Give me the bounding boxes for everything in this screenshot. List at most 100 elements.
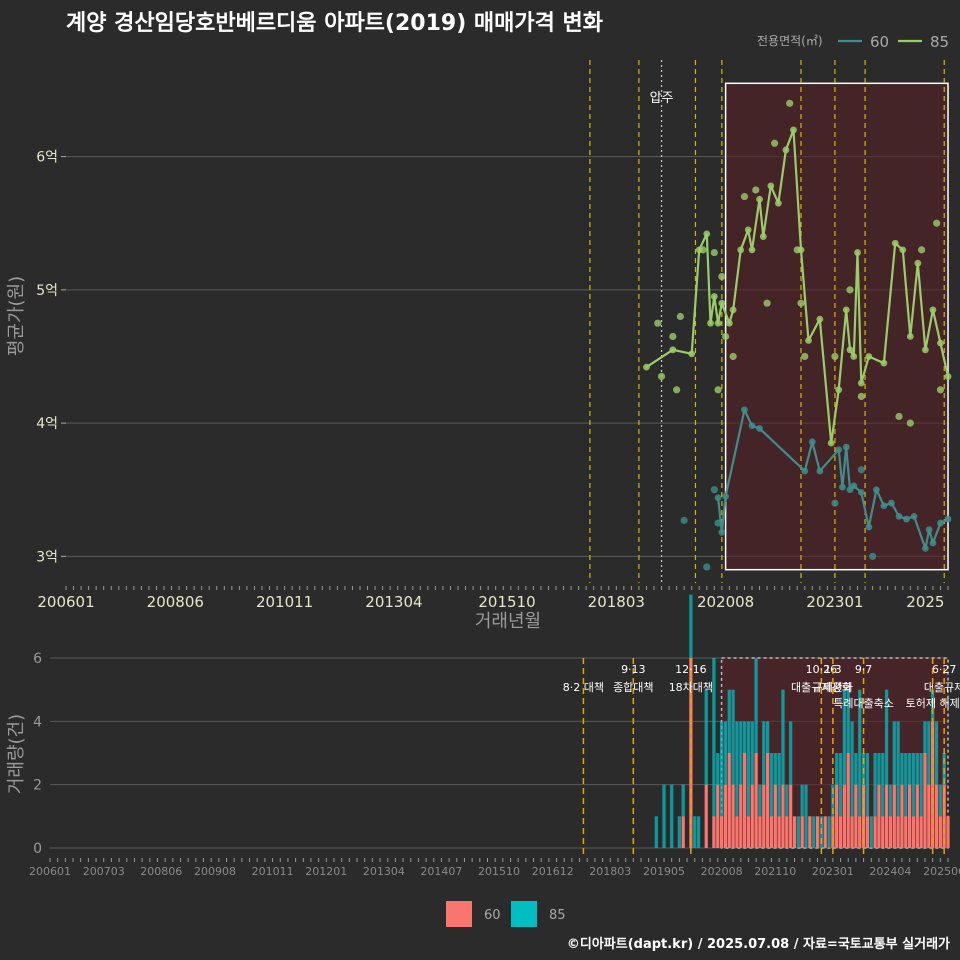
data-point-85 bbox=[857, 379, 865, 387]
x-tick-label: 2025 bbox=[906, 593, 944, 611]
bar-60 bbox=[739, 784, 743, 848]
bar-60 bbox=[727, 753, 731, 848]
bar-85 bbox=[800, 784, 804, 817]
scatter-point bbox=[771, 139, 779, 147]
data-point-85 bbox=[729, 306, 737, 314]
data-point-85 bbox=[725, 319, 733, 327]
series-line-85 bbox=[645, 128, 950, 445]
scatter-point bbox=[657, 372, 666, 381]
x-tick-label: 201905 bbox=[643, 865, 685, 878]
bar-85 bbox=[693, 816, 697, 848]
bar-85 bbox=[900, 753, 904, 785]
data-point-85 bbox=[921, 346, 929, 354]
bar-60 bbox=[877, 784, 881, 848]
data-point-85 bbox=[846, 346, 854, 354]
scatter-point bbox=[857, 466, 865, 474]
policy-date-label: 1·3 bbox=[824, 663, 842, 676]
bar-85 bbox=[812, 816, 816, 848]
data-point-85 bbox=[797, 246, 805, 254]
x-tick-label: 202506 bbox=[923, 865, 960, 878]
bar-60 bbox=[850, 816, 854, 848]
data-point-85 bbox=[835, 386, 843, 394]
policy-date-label: 6·27 bbox=[932, 663, 957, 676]
scatter-point bbox=[654, 319, 662, 327]
data-point-85 bbox=[688, 350, 696, 358]
bar-60 bbox=[900, 784, 904, 848]
scatter-point bbox=[722, 332, 730, 341]
bar-60 bbox=[789, 784, 793, 848]
data-point-60 bbox=[910, 512, 918, 520]
policy-name-label: 대출규제 bbox=[924, 681, 960, 694]
x-tick-label: 201510 bbox=[478, 865, 520, 878]
bar-85 bbox=[670, 784, 674, 848]
x-tick-label: 200806 bbox=[147, 593, 204, 611]
bar-60 bbox=[854, 784, 858, 848]
bar-85 bbox=[742, 721, 747, 753]
data-point-60 bbox=[921, 544, 929, 552]
bar-85 bbox=[804, 784, 808, 848]
bar-60 bbox=[858, 816, 862, 848]
scatter-point bbox=[933, 219, 941, 227]
data-point-60 bbox=[816, 467, 824, 475]
legend-swatch-85 bbox=[511, 901, 537, 927]
bar-60 bbox=[800, 816, 804, 848]
bar-85 bbox=[907, 753, 912, 785]
bar-60 bbox=[746, 816, 751, 848]
legend-swatch-60 bbox=[446, 901, 472, 927]
bar-60 bbox=[888, 816, 893, 848]
legend-label-85: 85 bbox=[549, 908, 566, 923]
data-point-60 bbox=[722, 492, 730, 500]
data-point-85 bbox=[929, 306, 937, 314]
data-point-85 bbox=[937, 339, 944, 347]
data-point-85 bbox=[756, 195, 763, 203]
data-point-85 bbox=[669, 346, 677, 354]
bar-60 bbox=[884, 784, 889, 848]
scatter-point bbox=[857, 392, 865, 401]
data-point-85 bbox=[759, 233, 767, 240]
bar-85 bbox=[785, 784, 789, 817]
data-point-60 bbox=[839, 483, 846, 491]
data-point-85 bbox=[805, 337, 812, 344]
bar-85 bbox=[892, 721, 896, 785]
bar-85 bbox=[777, 753, 781, 817]
bar-60 bbox=[938, 816, 942, 848]
x-tick-label: 201201 bbox=[305, 865, 347, 878]
data-point-85 bbox=[899, 246, 907, 254]
policy-date-label: 10·26 bbox=[806, 663, 838, 676]
bar-85 bbox=[719, 721, 724, 817]
data-point-85 bbox=[816, 315, 824, 323]
bar-85 bbox=[838, 753, 843, 817]
bar-60 bbox=[769, 816, 774, 848]
bar-60 bbox=[754, 753, 758, 848]
bar-60 bbox=[781, 784, 785, 848]
policy-name-label: 규제완화 bbox=[813, 681, 853, 694]
scatter-point bbox=[846, 286, 854, 294]
bar-85 bbox=[934, 721, 939, 785]
bar-60 bbox=[911, 816, 916, 848]
bar-60 bbox=[915, 784, 919, 848]
bar-60 bbox=[681, 816, 685, 848]
bar-85 bbox=[931, 689, 935, 722]
bar-85 bbox=[850, 721, 854, 817]
bar-85 bbox=[769, 753, 774, 817]
scatter-point bbox=[831, 499, 839, 507]
data-point-60 bbox=[925, 526, 933, 534]
bar-85 bbox=[865, 753, 870, 817]
bar-60 bbox=[835, 784, 839, 848]
x-tick-label: 201803 bbox=[589, 865, 631, 878]
data-point-85 bbox=[880, 359, 888, 367]
y-axis-label: 거래량(건) bbox=[6, 714, 27, 794]
bar-60 bbox=[777, 816, 781, 848]
bar-60 bbox=[931, 721, 935, 848]
data-point-85 bbox=[850, 353, 858, 360]
bar-60 bbox=[723, 784, 728, 848]
bar-60 bbox=[731, 784, 735, 848]
data-point-85 bbox=[703, 230, 711, 238]
scatter-point bbox=[718, 272, 726, 281]
x-tick-label: 202008 bbox=[697, 593, 754, 611]
policy-name-label: 종합대책 bbox=[613, 681, 653, 694]
bar-60 bbox=[750, 784, 754, 848]
scatter-point bbox=[895, 412, 903, 421]
bar-85 bbox=[923, 721, 927, 753]
bar-60 bbox=[842, 784, 847, 848]
